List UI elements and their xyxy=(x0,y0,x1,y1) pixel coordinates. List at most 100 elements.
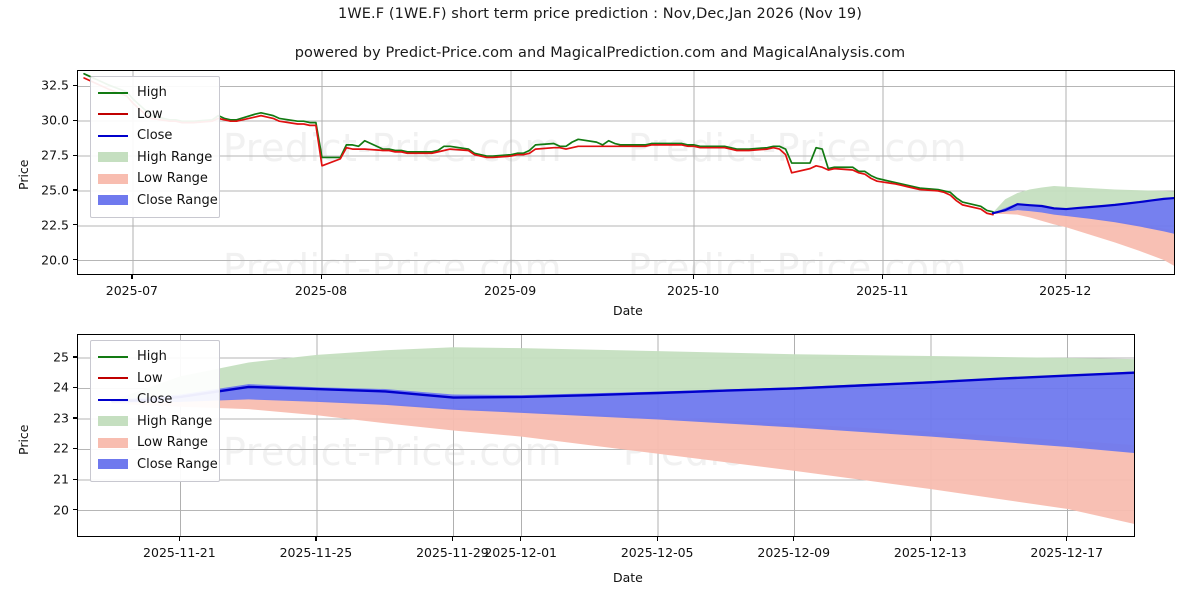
legend-item[interactable]: Low xyxy=(98,104,210,126)
legend-item-label: Low xyxy=(137,370,163,386)
y-axis-tick-mark xyxy=(73,417,77,419)
legend-swatch-mark xyxy=(98,195,128,206)
x-axis-tick-label: 2025-11 xyxy=(856,283,909,298)
y-axis-tick-label: 27.5 xyxy=(41,147,69,163)
x-axis-tick-label: 2025-12 xyxy=(1039,283,1092,298)
x-axis-tick-label: 2025-12-09 xyxy=(757,545,831,560)
legend-swatch-mark xyxy=(98,437,128,448)
legend-item[interactable]: Close xyxy=(98,125,210,147)
page-subtitle: powered by Predict-Price.com and Magical… xyxy=(294,45,906,61)
legend-item[interactable]: Close Range xyxy=(98,454,218,476)
price-history-plot-area xyxy=(78,71,1174,274)
x-axis-tick-mark xyxy=(320,275,322,279)
legend-swatch-mark xyxy=(98,113,128,116)
legend-item-label: Low Range xyxy=(137,435,208,451)
x-axis-tick-label: 2025-12-05 xyxy=(620,545,694,560)
legend-item-label: Close Range xyxy=(137,192,218,208)
legend-patch-swatch xyxy=(98,457,128,471)
y-axis-tick-mark xyxy=(73,189,77,191)
legend-line-swatch xyxy=(98,350,128,364)
y-axis-tick-mark xyxy=(73,259,77,261)
y-axis-tick-label: 25.0 xyxy=(41,182,69,198)
legend-item[interactable]: High xyxy=(98,346,210,368)
watermark-text: Predict-Price.com xyxy=(223,246,563,275)
series-line-high xyxy=(83,72,994,213)
y-axis-tick-label: 23 xyxy=(53,410,69,426)
y-axis-tick-label: 22.5 xyxy=(41,217,69,233)
legend-item[interactable]: Low xyxy=(98,368,210,390)
legend-item[interactable]: Close Range xyxy=(98,190,218,212)
y-axis-title: Price xyxy=(16,159,31,191)
legend-item-label: Low xyxy=(137,106,163,122)
watermark-text: Predict-Price.com xyxy=(223,126,563,170)
legend-swatch-mark xyxy=(98,355,128,358)
x-axis-tick-label: 2025-12-13 xyxy=(893,545,967,560)
legend-item-label: High Range xyxy=(137,413,213,429)
band-high-range xyxy=(112,347,1134,403)
y-axis-tick-label: 20 xyxy=(53,502,69,518)
x-axis-tick-mark xyxy=(178,537,181,541)
y-axis-tick-mark xyxy=(73,84,77,87)
legend-patch-swatch xyxy=(98,150,128,164)
price-history-legend: High Low Close High Range Low Range Close Ran… xyxy=(90,76,220,218)
legend-item[interactable]: Low Range xyxy=(98,168,210,190)
legend-line-swatch xyxy=(98,86,128,100)
forecast-detail-legend: High Low Close High Range Low Range Close Ran… xyxy=(90,340,220,482)
y-axis-tick-label: 30.0 xyxy=(41,112,69,128)
legend-item[interactable]: High xyxy=(98,82,210,104)
x-axis-tick-mark xyxy=(520,537,522,541)
legend-swatch-mark xyxy=(98,377,128,380)
y-axis-tick-mark xyxy=(73,356,77,358)
x-axis-tick-label: 2025-12-01 xyxy=(484,545,557,560)
legend-item[interactable]: Close xyxy=(98,389,210,411)
y-axis-tick-label: 21 xyxy=(53,471,69,487)
legend-patch-swatch xyxy=(98,172,128,186)
legend-line-swatch xyxy=(98,129,128,143)
x-axis-tick-label: 2025-08 xyxy=(294,283,348,298)
legend-swatch-mark xyxy=(98,91,128,94)
y-axis-tick-label: 32.5 xyxy=(41,77,69,93)
legend-item-label: High Range xyxy=(137,149,213,165)
y-axis-tick-mark xyxy=(73,154,77,156)
x-axis-tick-label: 2025-10 xyxy=(666,283,720,298)
x-axis-tick-mark xyxy=(1066,537,1068,541)
legend-swatch-mark xyxy=(98,152,128,163)
legend-item[interactable]: High Range xyxy=(98,147,213,169)
x-axis-tick-mark xyxy=(692,275,694,279)
legend-item-label: Close xyxy=(137,392,173,408)
y-axis-tick-mark xyxy=(73,386,77,389)
x-axis-tick-mark xyxy=(656,537,658,541)
y-axis-tick-label: 20.0 xyxy=(41,252,69,268)
y-axis-tick-mark xyxy=(73,119,77,121)
x-axis-tick-mark xyxy=(881,275,883,279)
x-axis-tick-label: 2025-07 xyxy=(105,283,159,298)
legend-line-swatch xyxy=(98,107,128,121)
y-axis-tick-mark xyxy=(73,224,77,226)
page-title: 1WE.F (1WE.F) short term price predictio… xyxy=(338,6,862,22)
legend-line-swatch xyxy=(98,371,128,385)
x-axis-tick-mark xyxy=(793,537,795,541)
legend-swatch-mark xyxy=(98,173,128,184)
series-line-close xyxy=(991,196,1174,215)
y-axis-tick-label: 22 xyxy=(53,440,69,456)
series-line-low xyxy=(83,77,994,216)
y-axis-tick-mark xyxy=(73,478,77,480)
legend-swatch-mark xyxy=(98,134,128,137)
x-axis-tick-label: 2025-09 xyxy=(483,283,537,298)
y-axis-tick-label: 25 xyxy=(53,349,69,365)
x-axis-title: Date xyxy=(613,570,643,585)
legend-swatch-mark xyxy=(98,416,128,427)
legend-item[interactable]: Low Range xyxy=(98,432,210,454)
series-line-close xyxy=(110,371,1134,403)
watermark-text: Predict-Price.com xyxy=(223,430,563,474)
y-axis-tick-mark xyxy=(73,509,77,511)
legend-item[interactable]: High Range xyxy=(98,411,213,433)
legend-item-label: Close xyxy=(137,128,173,144)
legend-swatch-mark xyxy=(98,459,128,470)
y-axis-title: Price xyxy=(16,424,31,456)
x-axis-tick-mark xyxy=(451,537,454,541)
x-axis-tick-mark xyxy=(1064,275,1066,279)
forecast-detail-plot-area xyxy=(78,335,1134,536)
legend-patch-swatch xyxy=(98,193,128,207)
x-axis-title: Date xyxy=(613,303,643,318)
